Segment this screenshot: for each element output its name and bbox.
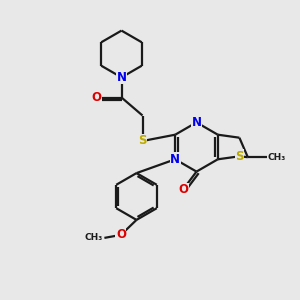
Text: S: S bbox=[138, 134, 147, 148]
Text: N: N bbox=[116, 71, 127, 84]
Text: O: O bbox=[178, 183, 188, 196]
Text: N: N bbox=[191, 116, 202, 129]
Text: N: N bbox=[170, 153, 180, 166]
Text: O: O bbox=[116, 228, 126, 242]
Text: CH₃: CH₃ bbox=[85, 233, 103, 242]
Text: CH₃: CH₃ bbox=[268, 153, 286, 162]
Text: S: S bbox=[235, 150, 244, 163]
Text: O: O bbox=[91, 91, 101, 104]
